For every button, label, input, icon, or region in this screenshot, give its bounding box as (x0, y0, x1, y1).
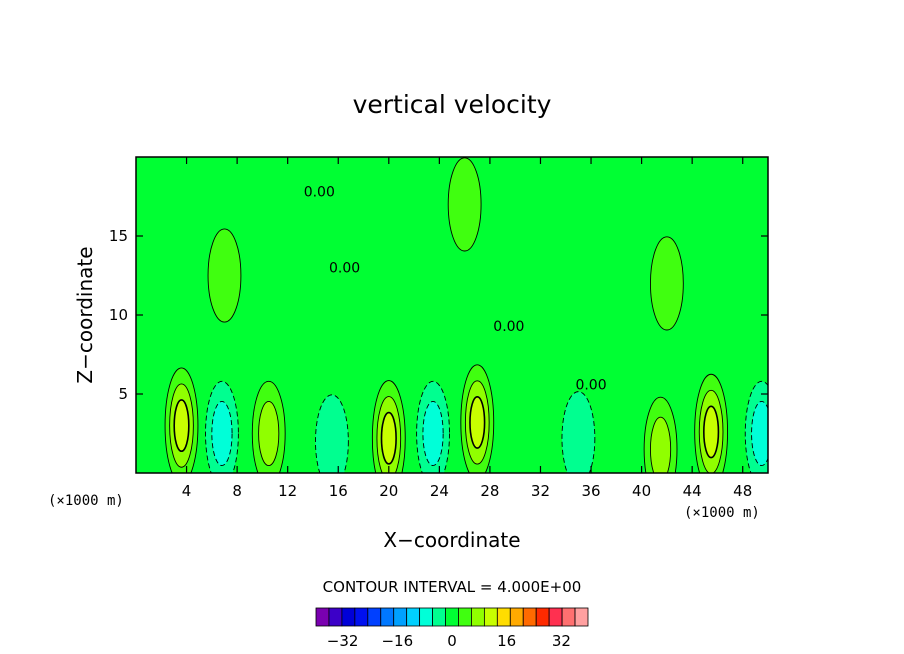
colorbar-ticks: −32 −16 0 16 32 (327, 632, 571, 650)
contour-feature (650, 416, 672, 473)
colorbar-tick-label: 0 (447, 632, 457, 650)
colorbar-swatch (367, 607, 382, 627)
colorbar-swatch (328, 607, 343, 627)
y-tick-label: 5 (118, 385, 128, 403)
x-unit-label-right: (×1000 m) (684, 505, 760, 521)
colorbar-swatch (548, 607, 563, 627)
contour-feature (447, 157, 482, 252)
colorbar-swatch (471, 607, 485, 627)
colorbar-tick-label: −32 (327, 632, 359, 650)
contour-feature (561, 391, 596, 473)
x-axis-title: X−coordinate (383, 528, 520, 552)
x-unit-label-left: (×1000 m) (48, 493, 124, 509)
contour-labels: 0.00 0.00 0.00 0.00 (304, 185, 607, 394)
colorbar-tick-label: 32 (552, 632, 571, 650)
contour-label: 0.00 (575, 377, 606, 393)
x-tick-label: 36 (581, 482, 600, 500)
x-tick-label: 4 (182, 482, 192, 500)
x-tick-label: 40 (632, 482, 651, 500)
colorbar (315, 607, 589, 627)
contour-feature (173, 399, 190, 453)
x-tick-label: 12 (278, 482, 297, 500)
colorbar-swatch (574, 607, 589, 627)
contour-field (164, 157, 768, 473)
contour-feature (380, 411, 397, 465)
y-tick-label: 15 (109, 227, 128, 245)
chart-title: vertical velocity (353, 90, 552, 119)
contour-label: 0.00 (493, 319, 524, 335)
colorbar-tick-label: −16 (381, 632, 413, 650)
x-tick-label: 32 (531, 482, 550, 500)
colorbar-swatch (509, 607, 524, 627)
x-tick-label: 20 (379, 482, 398, 500)
colorbar-swatch (458, 607, 472, 627)
y-tick-label: 10 (109, 306, 128, 324)
x-tick-label: 48 (733, 482, 752, 500)
x-tick-label: 16 (329, 482, 348, 500)
contour-feature (751, 400, 768, 467)
contour-feature (315, 394, 349, 473)
contour-feature (422, 400, 444, 467)
colorbar-tick-label: 16 (497, 632, 516, 650)
contour-feature (258, 400, 280, 467)
colorbar-swatch (496, 607, 511, 627)
colorbar-swatch (483, 607, 498, 627)
colorbar-swatch (445, 607, 459, 627)
x-tick-label: 8 (232, 482, 242, 500)
colorbar-swatch (432, 607, 446, 627)
x-tick-label: 28 (480, 482, 499, 500)
contour-label: 0.00 (304, 185, 335, 201)
contour-feature (207, 228, 242, 323)
colorbar-swatch (419, 607, 433, 627)
x-tick-label: 24 (430, 482, 449, 500)
contour-feature (649, 236, 684, 331)
colorbar-swatch (380, 607, 395, 627)
x-axis-ticks: 4 8 12 16 20 24 28 32 36 40 44 48 (182, 157, 752, 500)
colorbar-swatch (341, 607, 356, 627)
contour-feature (703, 405, 720, 459)
contour-feature (211, 400, 233, 467)
colorbar-swatch (522, 607, 537, 627)
y-axis-ticks: 5 10 15 (109, 227, 768, 403)
contour-feature (469, 396, 486, 449)
colorbar-swatch (406, 607, 421, 627)
contour-interval-text: CONTOUR INTERVAL = 4.000E+00 (323, 578, 582, 596)
colorbar-swatch (535, 607, 550, 627)
colorbar-swatch (315, 607, 330, 627)
colorbar-swatch (393, 607, 408, 627)
colorbar-swatch (561, 607, 576, 627)
y-axis-title: Z−coordinate (73, 246, 97, 383)
contour-label: 0.00 (329, 260, 360, 276)
x-tick-label: 44 (683, 482, 702, 500)
colorbar-swatch (354, 607, 369, 627)
